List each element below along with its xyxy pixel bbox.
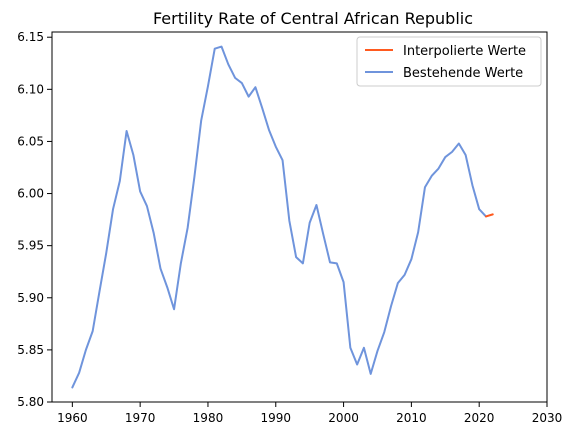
data-point: [485, 216, 487, 218]
data-point: [329, 261, 331, 263]
data-point: [241, 82, 243, 84]
data-point: [492, 213, 494, 215]
data-point: [478, 208, 480, 210]
data-point: [200, 120, 202, 122]
data-point: [268, 129, 270, 131]
data-point: [438, 168, 440, 170]
data-point: [78, 372, 80, 374]
data-point: [383, 331, 385, 333]
legend-label-interpolated: Interpolierte Werte: [403, 44, 526, 59]
data-point: [410, 258, 412, 260]
data-point: [288, 220, 290, 222]
data-point: [166, 286, 168, 288]
data-point: [356, 364, 358, 366]
data-point: [261, 107, 263, 109]
y-tick-label: 5.95: [17, 239, 44, 253]
data-point: [173, 308, 175, 310]
x-tick-label: 1990: [260, 411, 291, 425]
data-point: [275, 146, 277, 148]
series-interpolated-line: [484, 213, 494, 218]
data-point: [309, 222, 311, 224]
x-tick-label: 2000: [328, 411, 359, 425]
data-point: [343, 281, 345, 283]
data-point: [444, 156, 446, 158]
y-tick-label: 5.85: [17, 343, 44, 357]
data-point: [370, 373, 372, 375]
data-point: [336, 262, 338, 264]
y-tick-label: 6.00: [17, 187, 44, 201]
data-point: [85, 349, 87, 351]
data-point: [397, 282, 399, 284]
data-point: [146, 205, 148, 207]
data-point: [207, 85, 209, 87]
data-point: [92, 330, 94, 332]
data-point: [112, 208, 114, 210]
series-layer: [71, 45, 494, 389]
data-point: [458, 143, 460, 145]
data-point: [193, 176, 195, 178]
y-tick-label: 5.90: [17, 291, 44, 305]
data-point: [451, 151, 453, 153]
x-axis: 1960 1970 1980 1990 2000 2010 2020 2030: [57, 402, 562, 425]
data-point: [119, 180, 121, 182]
data-point: [322, 233, 324, 235]
x-tick-label: 2010: [396, 411, 427, 425]
data-point: [417, 231, 419, 233]
data-point: [99, 291, 101, 293]
data-point: [282, 159, 284, 161]
data-point: [363, 347, 365, 349]
data-point: [255, 86, 257, 88]
legend: Interpolierte Werte Bestehende Werte: [356, 36, 542, 87]
data-point: [126, 130, 128, 132]
y-tick-label: 6.10: [17, 82, 44, 96]
data-point: [153, 232, 155, 234]
data-point: [234, 77, 236, 79]
y-tick-label: 6.15: [17, 30, 44, 44]
y-tick-label: 5.80: [17, 395, 44, 409]
data-point: [139, 191, 141, 193]
data-point: [180, 262, 182, 264]
x-tick-label: 2030: [532, 411, 563, 425]
data-point: [349, 347, 351, 349]
series-existing-line: [71, 45, 487, 389]
data-point: [295, 256, 297, 258]
data-point: [431, 175, 433, 177]
legend-label-existing: Bestehende Werte: [403, 66, 523, 81]
x-tick-label: 2020: [464, 411, 495, 425]
x-tick-label: 1970: [125, 411, 156, 425]
data-point: [472, 184, 474, 186]
plot-area: [51, 31, 548, 403]
data-point: [214, 48, 216, 50]
data-point: [424, 186, 426, 188]
data-point: [390, 305, 392, 307]
data-point: [71, 387, 73, 389]
data-point: [404, 274, 406, 276]
data-point: [302, 262, 304, 264]
data-point: [465, 154, 467, 156]
data-point: [132, 154, 134, 156]
data-point: [227, 63, 229, 65]
legend-box: [356, 36, 542, 87]
x-tick-label: 1960: [57, 411, 88, 425]
data-point: [160, 268, 162, 270]
x-tick-label: 1980: [193, 411, 224, 425]
data-point: [105, 252, 107, 254]
chart-title: Fertility Rate of Central African Republ…: [153, 9, 473, 28]
y-axis: 5.80 5.85 5.90 5.95 6.00 6.05 6.10 6.15: [17, 30, 52, 409]
y-tick-label: 6.05: [17, 134, 44, 148]
data-point: [316, 204, 318, 206]
data-point: [377, 350, 379, 352]
data-point: [187, 227, 189, 229]
data-point: [221, 46, 223, 48]
data-point: [248, 96, 250, 98]
